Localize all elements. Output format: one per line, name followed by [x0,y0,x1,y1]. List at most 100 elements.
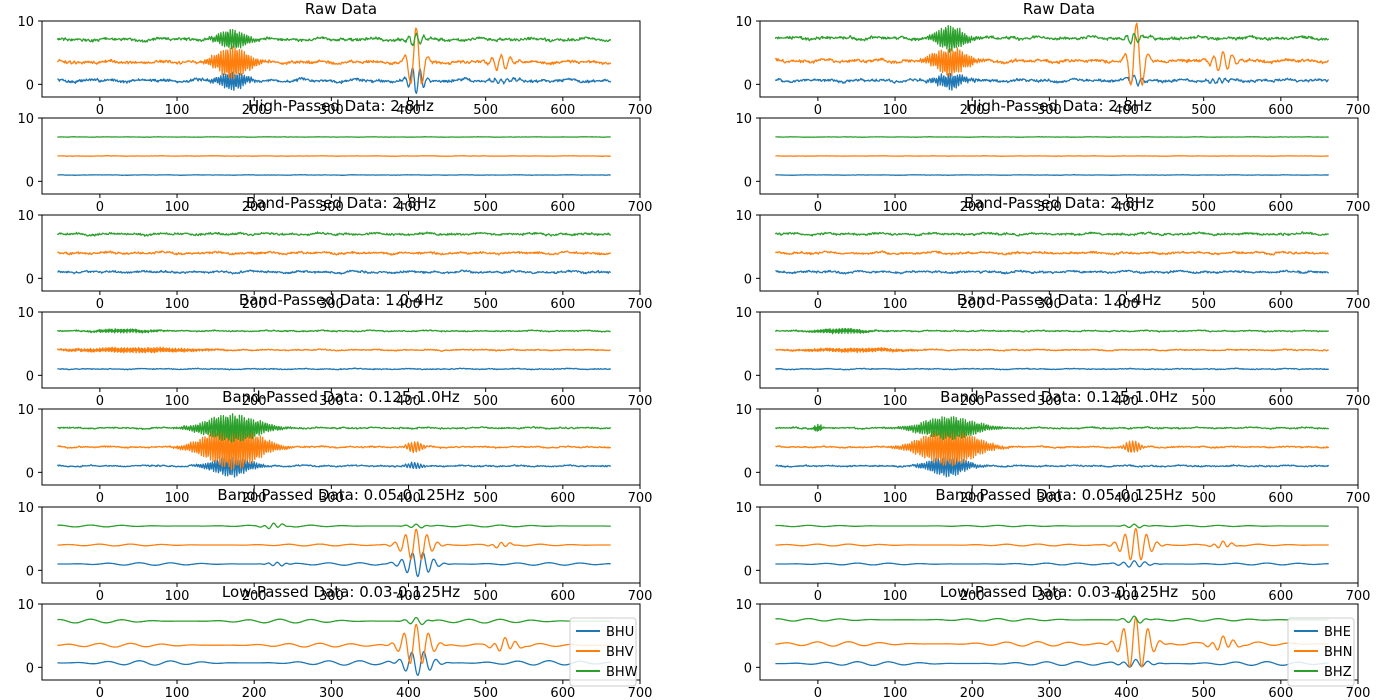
x-tick-label: 400 [396,103,421,118]
x-tick-label: 600 [1268,589,1293,604]
subplot-5: 0 100 200 300 400 500 600 700 0 10 Band-Passed Dat… [735,194,1370,312]
series-line-BHE [775,367,1329,371]
subplot-1: 0 100 200 300 400 500 600 700 0 10 Raw Data [735,0,1370,118]
x-tick-label: 400 [1114,394,1139,409]
subplot-3: 0 100 200 300 400 500 600 700 0 10 High-Passed Dat… [735,97,1370,215]
x-tick-label: 0 [96,200,104,215]
series-group [56,231,612,275]
x-tick-label: 400 [1114,200,1139,215]
x-tick-label: 200 [960,394,985,409]
series-line-BHN [775,527,1329,561]
x-tick-label: 600 [550,589,575,604]
x-tick-label: 300 [319,491,344,506]
x-tick-label: 500 [473,297,498,312]
x-tick-label: 100 [883,103,908,118]
x-tick-label: 400 [396,589,421,604]
legend: BHE BHN BHZ [1287,617,1355,687]
x-tick-label: 500 [1191,200,1216,215]
x-tick-label: 500 [473,103,498,118]
y-tick-label: 0 [744,661,752,676]
series-line-BHW [57,136,611,138]
y-tick-label: 10 [17,403,34,418]
plot-frame [759,603,1359,681]
plot-frame [41,311,641,389]
series-line-BHU [56,456,612,478]
x-tick-label: 300 [1037,103,1062,118]
x-tick-label: 200 [242,103,267,118]
x-tick-label: 100 [883,491,908,506]
y-tick-label: 10 [735,501,752,516]
y-tick-label: 0 [26,661,34,676]
x-tick-label: 200 [242,297,267,312]
y-tick-label: 10 [735,209,752,224]
subplot-title: Band-Passed Data: 0.05-0.125Hz [217,486,464,504]
x-tick-label: 200 [960,297,985,312]
y-tick-label: 0 [26,564,34,579]
x-tick-label: 700 [628,491,653,506]
series-group [775,523,1329,568]
series-line-BHZ [774,327,1330,335]
subplot-title: High-Passed Data: 2-8Hz [248,97,434,115]
plot-frame [759,311,1359,389]
subplot-title: Low-Passed Data: 0.03-0.125Hz [222,583,460,601]
series-line-BHE [775,269,1330,275]
x-tick-label: 700 [628,686,653,700]
series-line-BHW [57,413,612,443]
y-tick-label: 0 [26,466,34,481]
x-tick-label: 0 [814,686,822,700]
x-tick-label: 200 [960,686,985,700]
series-line-BHV [57,425,612,471]
x-tick-label: 700 [1346,686,1371,700]
x-tick-label: 300 [319,394,344,409]
subplot-title: Band-Passed Data: 0.125-1.0Hz [222,388,460,406]
series-line-BHE [775,174,1329,177]
subplot-0: 0 100 200 300 400 500 600 700 0 10 Raw Data [17,0,652,118]
x-tick-label: 300 [319,589,344,604]
x-tick-label: 500 [473,686,498,700]
series-line-BHV [57,154,611,157]
x-tick-label: 0 [96,103,104,118]
series-line-BHV [56,346,611,354]
x-tick-label: 300 [319,297,344,312]
x-tick-label: 700 [1346,200,1371,215]
series-line-BHE [775,456,1330,478]
plot-frame [41,603,641,681]
x-tick-label: 400 [1114,297,1139,312]
x-tick-label: 100 [165,589,190,604]
series-line-BHU [57,551,611,578]
series-line-BHV [56,27,612,85]
x-tick-label: 700 [1346,394,1371,409]
series-line-BHW [57,616,611,626]
series-line-BHV [57,623,611,665]
x-tick-label: 200 [960,491,985,506]
x-tick-label: 200 [960,589,985,604]
series-line-BHW [56,29,612,50]
x-tick-label: 600 [550,297,575,312]
x-tick-label: 600 [550,686,575,700]
x-tick-label: 300 [1037,589,1062,604]
x-tick-label: 600 [1268,200,1293,215]
x-tick-label: 100 [165,491,190,506]
x-tick-label: 100 [883,686,908,700]
series-line-BHZ [774,231,1329,237]
y-tick-label: 0 [26,272,34,287]
x-tick-label: 100 [883,394,908,409]
x-tick-label: 500 [1191,394,1216,409]
series-group [775,135,1329,177]
x-tick-label: 400 [1114,103,1139,118]
x-tick-label: 100 [165,394,190,409]
x-tick-label: 0 [814,394,822,409]
series-group [57,522,611,578]
x-tick-label: 600 [550,200,575,215]
plot-frame [759,214,1359,292]
x-tick-label: 600 [1268,686,1293,700]
y-tick-label: 10 [17,306,34,321]
y-tick-label: 10 [17,501,34,516]
series-line-BHE [775,658,1329,668]
series-group [56,328,612,371]
series-group [56,413,612,478]
subplot-title: High-Passed Data: 2-8Hz [966,97,1152,115]
series-line-BHE [775,560,1329,568]
x-tick-label: 400 [396,297,421,312]
y-tick-label: 0 [744,369,752,384]
